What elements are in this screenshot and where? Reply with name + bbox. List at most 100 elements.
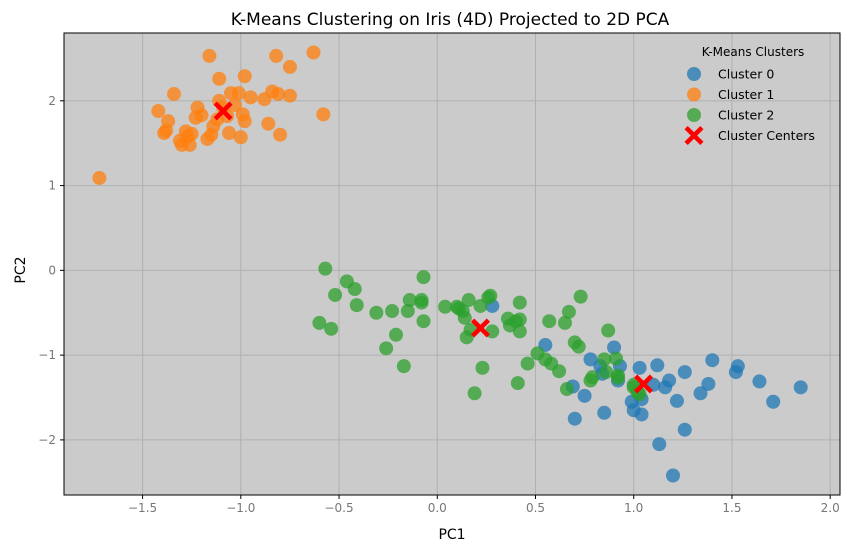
data-point (669, 393, 684, 408)
x-axis-label: PC1 (438, 527, 465, 543)
data-point (552, 364, 567, 379)
cluster-center-marker (213, 101, 233, 121)
x-tick-label: −1.0 (226, 501, 255, 515)
legend-label: Cluster 1 (718, 87, 774, 102)
legend-marker (687, 108, 701, 122)
data-point (212, 71, 227, 86)
data-point (349, 298, 364, 313)
data-point (312, 315, 327, 330)
data-point (261, 116, 276, 131)
data-point (167, 87, 182, 102)
data-point (194, 108, 209, 123)
y-axis-label: PC2 (13, 256, 29, 283)
y-tick-label: −1 (38, 348, 56, 362)
data-point (151, 103, 166, 118)
data-point (705, 353, 720, 368)
data-point (693, 386, 708, 401)
data-point (318, 261, 333, 276)
legend-label: Cluster 2 (718, 108, 774, 123)
cluster-center-marker (634, 374, 654, 394)
data-point (269, 48, 284, 63)
data-point (577, 388, 592, 403)
data-point (233, 130, 248, 145)
data-point (573, 289, 588, 304)
data-point (385, 304, 400, 319)
y-tick-label: −2 (38, 433, 56, 447)
data-point (271, 87, 286, 102)
data-point (634, 407, 649, 422)
data-point (389, 327, 404, 342)
data-point (457, 310, 472, 325)
data-point (328, 287, 343, 302)
data-point (414, 293, 429, 308)
data-point (609, 351, 624, 366)
data-point (766, 394, 781, 409)
data-point (611, 371, 626, 386)
data-point (161, 114, 176, 129)
data-point (752, 374, 767, 389)
data-point (557, 315, 572, 330)
data-point (237, 114, 252, 129)
data-point (306, 45, 321, 60)
data-point (599, 365, 614, 380)
x-tick-label: −0.5 (324, 501, 353, 515)
data-point (369, 305, 384, 320)
data-point (202, 48, 217, 63)
data-point (237, 69, 252, 84)
data-point (512, 324, 527, 339)
data-point (632, 360, 647, 375)
data-point (396, 359, 411, 374)
data-point (520, 356, 535, 371)
data-point (607, 340, 622, 355)
data-point (666, 468, 681, 483)
data-point (243, 90, 258, 105)
data-point (597, 352, 612, 367)
data-point (92, 170, 107, 185)
x-tick-label: 1.5 (722, 501, 741, 515)
chart-title: K-Means Clustering on Iris (4D) Projecte… (231, 10, 670, 30)
data-point (316, 107, 331, 122)
data-point (400, 304, 415, 319)
data-point (650, 358, 665, 373)
data-point (475, 360, 490, 375)
legend-label: Cluster 0 (718, 67, 774, 82)
data-point (662, 373, 677, 388)
data-point (512, 312, 527, 327)
data-point (677, 365, 692, 380)
data-point (416, 270, 431, 285)
legend: K-Means Clusters Cluster 0 Cluster 1 Clust… (684, 45, 815, 145)
y-tick-label: 0 (48, 263, 56, 277)
y-tick-label: 1 (48, 179, 56, 193)
data-point (701, 376, 716, 391)
x-tick-label: 1.0 (624, 501, 643, 515)
data-point (677, 422, 692, 437)
legend-title: K-Means Clusters (702, 45, 805, 59)
data-point (542, 314, 557, 329)
data-point (222, 126, 237, 141)
data-point (652, 437, 667, 452)
data-point (793, 380, 808, 395)
data-point (583, 352, 598, 367)
data-point (182, 137, 197, 152)
cluster-center-marker (470, 318, 490, 338)
series-1 (92, 45, 331, 185)
cluster-centers (213, 101, 654, 394)
y-tick-label: 2 (48, 94, 56, 108)
data-point (402, 293, 417, 308)
y-axis-ticks: −2 −1 0 1 2 (38, 94, 64, 447)
data-point (512, 295, 527, 310)
data-point (184, 126, 199, 141)
data-point (730, 359, 745, 374)
plot-area (64, 33, 840, 495)
data-point (510, 376, 525, 391)
x-tick-label: 2.0 (821, 501, 840, 515)
data-point (571, 339, 586, 354)
legend-label: Cluster Centers (718, 128, 815, 143)
x-axis-ticks: −1.5 −1.0 −0.5 0.0 0.5 1.0 1.5 2.0 (128, 495, 840, 515)
data-point (231, 86, 246, 101)
x-tick-label: 0.5 (526, 501, 545, 515)
data-point (561, 304, 576, 319)
data-point (585, 370, 600, 385)
legend-marker (687, 67, 701, 81)
